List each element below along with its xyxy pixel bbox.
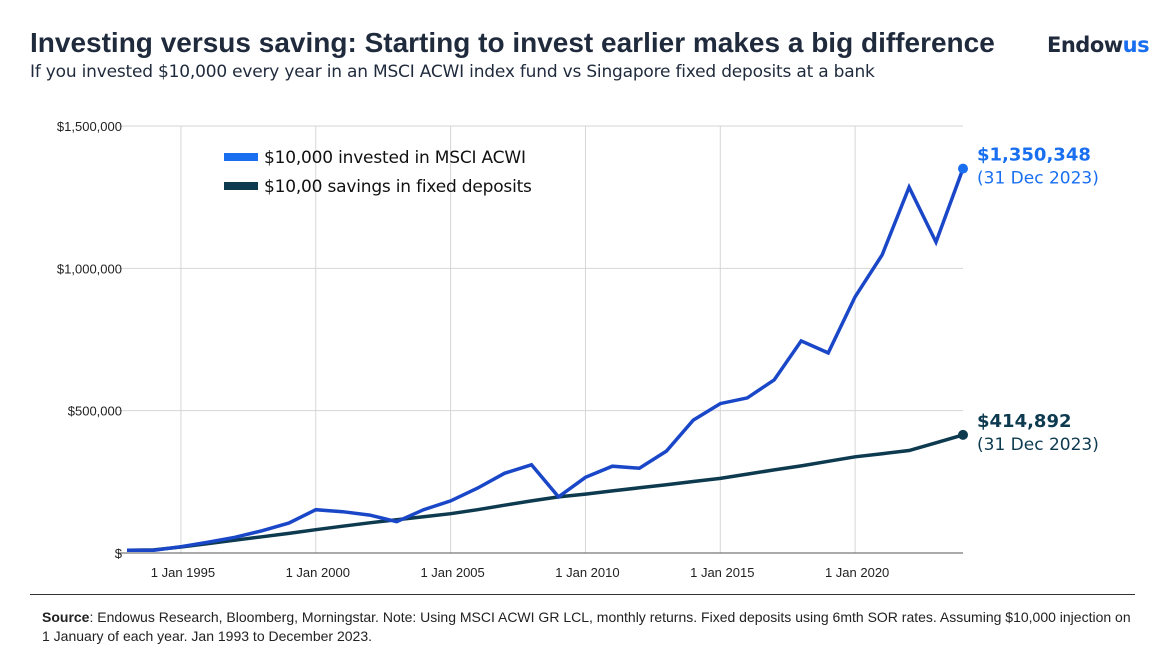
chart-title: Investing versus saving: Starting to inv… — [30, 27, 995, 58]
end-date-label: (31 Dec 2023) — [977, 169, 1099, 189]
y-tick-label: $1,500,000 — [57, 119, 122, 134]
x-tick-label: 1 Jan 2000 — [286, 565, 350, 580]
source-label: Source — [42, 609, 90, 625]
logo-accent-text: us — [1122, 33, 1150, 57]
x-tick-label: 1 Jan 2010 — [555, 565, 619, 580]
chart-subtitle: If you invested $10,000 every year in an… — [30, 62, 875, 82]
y-tick-label: $500,000 — [68, 404, 122, 419]
end-point-marker — [958, 163, 968, 174]
source-note: Source: Endowus Research, Bloomberg, Mor… — [42, 608, 1132, 646]
line-chart: $ $500,000 $1,000,000 $1,500,000 1 Jan 1995 1… — [57, 119, 1099, 580]
source-text: : Endowus Research, Bloomberg, Morningst… — [42, 609, 1131, 644]
legend-label: $10,000 invested in MSCI ACWI — [264, 148, 526, 168]
x-tick-label: 1 Jan 1995 — [151, 565, 215, 580]
series-line-fixed-deposits — [126, 433, 964, 552]
x-tick-label: 1 Jan 2005 — [420, 565, 484, 580]
x-tick-label: 1 Jan 2015 — [690, 565, 754, 580]
end-value-label: $414,892 — [977, 411, 1072, 432]
legend-label: $10,00 savings in fixed deposits — [264, 177, 532, 197]
logo-text: Endow — [1047, 33, 1123, 57]
end-point-marker — [958, 429, 968, 440]
footer-divider — [30, 594, 1135, 595]
legend-swatch — [224, 153, 258, 161]
legend-swatch — [224, 182, 258, 190]
end-value-label: $1,350,348 — [977, 145, 1091, 166]
x-tick-label: 1 Jan 2020 — [825, 565, 889, 580]
y-tick-label: $ — [115, 546, 123, 561]
end-date-label: (31 Dec 2023) — [977, 435, 1099, 455]
y-tick-label: $1,000,000 — [57, 261, 122, 276]
series-line-msci-acwi — [127, 167, 965, 552]
endowus-logo: Endowus — [1047, 33, 1150, 57]
